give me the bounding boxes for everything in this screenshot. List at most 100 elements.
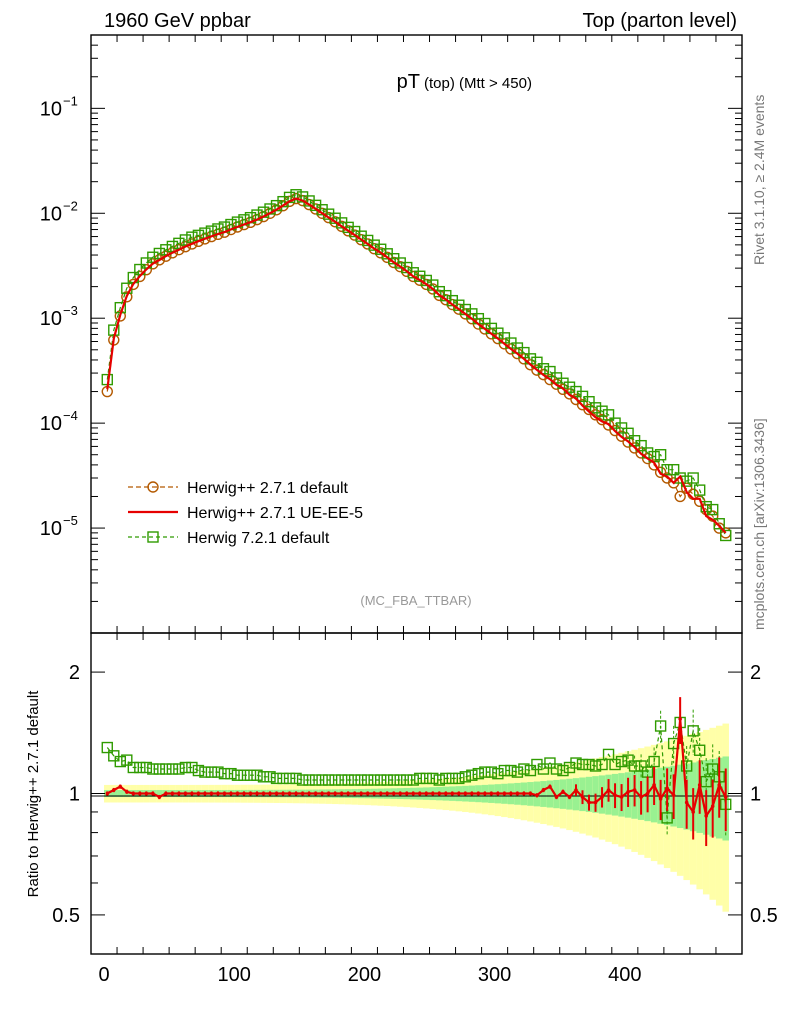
main-ytick-exponent: −1 (63, 93, 78, 108)
main-ytick-label: 10 (40, 308, 62, 330)
ratio-point (320, 791, 324, 796)
data-point (654, 466, 667, 479)
ratio-point (700, 775, 712, 788)
ratio-point (134, 761, 146, 774)
ratio-point (108, 750, 120, 762)
ratio-point (639, 795, 643, 799)
main-title: pT (397, 71, 420, 93)
ratio-ytick-label: 2 (69, 662, 80, 684)
data-point (687, 472, 699, 484)
ratio-point (186, 761, 198, 774)
ratio-point (212, 766, 224, 778)
ratio-panel: 0.5 0.5 1 1 2 2 0 100 200 300 400 Ratio to Herwig… (25, 632, 778, 986)
ratio-ytick-label-right: 1 (750, 784, 761, 806)
ratio-point (459, 771, 472, 783)
data-point (127, 278, 140, 291)
data-point (186, 231, 198, 243)
ratio-point (596, 758, 608, 771)
ratio-band-green (553, 779, 560, 809)
ratio-point (424, 791, 429, 796)
ratio-point (385, 791, 390, 796)
ratio-point (580, 795, 585, 799)
ratio-point (235, 791, 240, 796)
data-point (661, 463, 673, 476)
ratio-point (125, 789, 129, 794)
data-point (140, 263, 153, 276)
ratio-point (296, 774, 309, 786)
ratio-point (307, 791, 311, 796)
legend-marker (147, 531, 159, 543)
main-ytick-exponent: −2 (63, 198, 78, 213)
data-point (186, 238, 198, 250)
ratio-point (225, 767, 237, 780)
main-ytick-label: 10 (40, 413, 62, 435)
ratio-point (190, 791, 194, 796)
ratio-point (209, 791, 214, 796)
data-point (153, 247, 166, 260)
ratio-point (628, 760, 641, 772)
ratio-point (707, 763, 719, 775)
ratio-point (372, 791, 376, 796)
ratio-point (244, 769, 257, 781)
ratio-point (658, 797, 663, 801)
ratio-point (261, 791, 266, 796)
ratio-point (645, 791, 650, 796)
data-point (635, 439, 647, 452)
ratio-point (420, 772, 432, 785)
ratio-point (479, 766, 491, 778)
ratio-point (502, 791, 507, 796)
main-ytick-exponent: −3 (63, 303, 78, 318)
ratio-point (632, 788, 637, 792)
ratio-point (378, 791, 383, 796)
ratio-point (476, 791, 481, 796)
ratio-point (300, 791, 305, 796)
ratio-point (361, 774, 374, 786)
ratio-point (427, 772, 439, 785)
xtick-label: 300 (478, 964, 511, 986)
ratio-point (268, 791, 272, 796)
ratio-point (339, 791, 344, 796)
ratio-point (118, 784, 123, 789)
ratio-point (472, 767, 485, 780)
ratio-point (303, 774, 315, 786)
ratio-point (613, 793, 617, 798)
ratio-point (550, 763, 563, 775)
data-point (667, 463, 680, 476)
ratio-point (144, 791, 149, 796)
ratio-point (492, 767, 504, 780)
ratio-point (505, 764, 517, 777)
data-point (160, 244, 172, 256)
ratio-point (404, 791, 409, 796)
ratio-ytick-label: 0.5 (52, 905, 80, 927)
data-point (544, 365, 556, 378)
ratio-point (179, 761, 192, 774)
ratio-point (114, 755, 126, 768)
ratio-band-green (110, 790, 118, 798)
legend-label: Herwig++ 2.7.1 UE-EE-5 (187, 505, 363, 522)
ratio-point (626, 789, 630, 794)
ratio-point (274, 791, 279, 796)
data-point (166, 247, 179, 259)
ratio-y-axis: 0.5 0.5 1 1 2 2 (52, 662, 778, 927)
ratio-point (257, 771, 270, 783)
data-point (147, 258, 159, 270)
ratio-point (164, 791, 168, 796)
ratio-band-green (546, 780, 554, 808)
ratio-point (287, 791, 292, 796)
main-ytick-exponent: −5 (63, 513, 78, 528)
ratio-point (576, 758, 589, 771)
ratio-point (554, 795, 559, 799)
ratio-point (654, 720, 667, 732)
data-point (563, 388, 576, 400)
data-point (602, 409, 615, 421)
ratio-point (326, 791, 331, 796)
data-point (114, 310, 126, 322)
header-right: Top (parton level) (582, 10, 737, 32)
data-point (700, 500, 712, 513)
ratio-point (652, 783, 656, 787)
ratio-point (446, 772, 459, 785)
data-point (589, 402, 602, 414)
data-point (179, 234, 192, 246)
data-point (192, 235, 205, 248)
data-point (518, 353, 530, 365)
